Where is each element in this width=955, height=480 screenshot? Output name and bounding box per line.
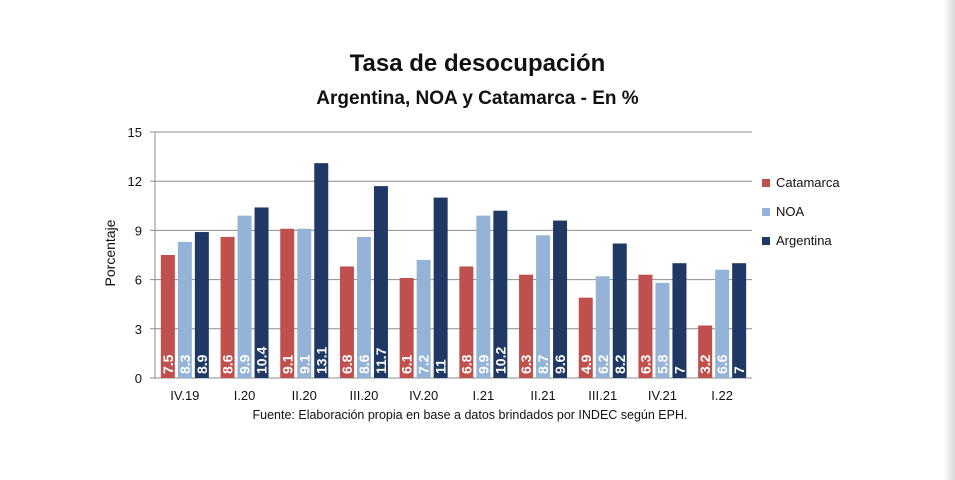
- bar-catamarca: [339, 266, 354, 378]
- legend-item-argentina: Argentina: [762, 226, 840, 255]
- x-tick-label: III.20: [349, 388, 378, 403]
- data-label-argentina: 13.1: [313, 347, 329, 374]
- bar-noa: [655, 282, 670, 378]
- bar-catamarca: [519, 274, 534, 378]
- x-tick-label: I.20: [234, 388, 256, 403]
- legend-swatch-catamarca: [762, 178, 770, 187]
- data-label-noa: 6.6: [714, 354, 730, 374]
- data-label-catamarca: 3.2: [697, 354, 713, 374]
- y-tick-label: 0: [135, 371, 142, 386]
- bar-noa: [595, 276, 610, 378]
- bar-noa: [536, 235, 551, 378]
- legend-label-argentina: Argentina: [776, 233, 832, 248]
- bar-argentina: [732, 263, 747, 378]
- bar-catamarca: [160, 255, 175, 378]
- bar-catamarca: [638, 274, 653, 378]
- bar-noa: [237, 215, 252, 378]
- data-label-catamarca: 8.6: [220, 354, 236, 374]
- x-tick-label: IV.19: [170, 388, 199, 403]
- bar-noa: [416, 259, 431, 378]
- bar-catamarca: [459, 266, 474, 378]
- data-label-noa: 9.1: [296, 354, 312, 374]
- legend: Catamarca NOA Argentina: [762, 168, 840, 255]
- data-label-argentina: 7: [731, 366, 747, 374]
- bar-catamarca: [220, 236, 235, 378]
- bar-catamarca: [578, 297, 593, 378]
- data-label-argentina: 7: [671, 366, 687, 374]
- bar-catamarca: [280, 228, 295, 378]
- data-label-catamarca: 6.8: [339, 354, 355, 374]
- bar-argentina: [493, 210, 508, 378]
- bar-noa: [177, 241, 192, 378]
- legend-label-catamarca: Catamarca: [776, 175, 840, 190]
- x-tick-label: I.21: [473, 388, 495, 403]
- x-tick-label: IV.20: [409, 388, 438, 403]
- source-footnote: Fuente: Elaboración propia en base a dat…: [252, 408, 688, 422]
- bar-noa: [715, 269, 730, 378]
- chart-subtitle: Argentina, NOA y Catamarca - En %: [316, 88, 639, 109]
- data-label-argentina: 10.4: [254, 347, 270, 374]
- chart-title: Tasa de desocupación: [349, 50, 606, 77]
- data-label-catamarca: 4.9: [578, 354, 594, 374]
- y-tick-label: 9: [135, 223, 142, 238]
- y-tick-label: 15: [128, 125, 142, 140]
- data-label-catamarca: 7.5: [160, 354, 176, 374]
- data-label-catamarca: 6.3: [518, 354, 534, 374]
- legend-label-noa: NOA: [776, 204, 805, 219]
- y-tick-label: 6: [135, 273, 142, 288]
- x-tick-label: I.22: [711, 388, 733, 403]
- data-label-noa: 5.8: [654, 354, 670, 374]
- bar-argentina: [254, 207, 269, 378]
- data-label-catamarca: 6.8: [458, 354, 474, 374]
- data-label-argentina: 10.2: [492, 347, 508, 374]
- bar-noa: [297, 228, 312, 378]
- x-tick-label: IV.21: [648, 388, 677, 403]
- bar-argentina: [672, 263, 687, 378]
- data-label-noa: 9.9: [237, 354, 253, 374]
- bar-argentina: [194, 232, 209, 378]
- bar-argentina: [553, 220, 568, 378]
- data-label-argentina: 11.7: [373, 347, 389, 374]
- data-label-catamarca: 9.1: [279, 354, 295, 374]
- data-label-argentina: 9.6: [552, 354, 568, 374]
- data-label-noa: 9.9: [475, 354, 491, 374]
- bar-noa: [476, 215, 491, 378]
- legend-item-catamarca: Catamarca: [762, 168, 840, 197]
- right-edge-shadow: [943, 0, 955, 480]
- data-label-catamarca: 6.3: [637, 354, 653, 374]
- bar-argentina: [612, 243, 627, 378]
- bar-argentina: [314, 163, 329, 378]
- y-tick-label: 12: [128, 174, 142, 189]
- bar-noa: [356, 236, 371, 378]
- bar-catamarca: [399, 277, 414, 378]
- bar-catamarca: [698, 325, 713, 378]
- data-label-noa: 6.2: [595, 354, 611, 374]
- y-tick-label: 3: [135, 322, 142, 337]
- x-tick-label: III.21: [588, 388, 617, 403]
- data-label-noa: 8.3: [177, 354, 193, 374]
- data-label-argentina: 8.2: [612, 354, 628, 374]
- legend-item-noa: NOA: [762, 197, 840, 226]
- bar-argentina: [433, 197, 448, 378]
- x-tick-label: II.20: [292, 388, 317, 403]
- data-label-argentina: 11: [433, 359, 449, 374]
- data-label-noa: 8.7: [535, 354, 551, 374]
- x-tick-label: II.21: [530, 388, 555, 403]
- data-label-catamarca: 6.1: [399, 354, 415, 374]
- bar-argentina: [373, 186, 388, 378]
- data-label-argentina: 8.9: [194, 354, 210, 374]
- data-label-noa: 8.6: [356, 354, 372, 374]
- data-label-noa: 7.2: [416, 354, 432, 374]
- legend-swatch-argentina: [762, 236, 770, 245]
- legend-swatch-noa: [762, 207, 770, 216]
